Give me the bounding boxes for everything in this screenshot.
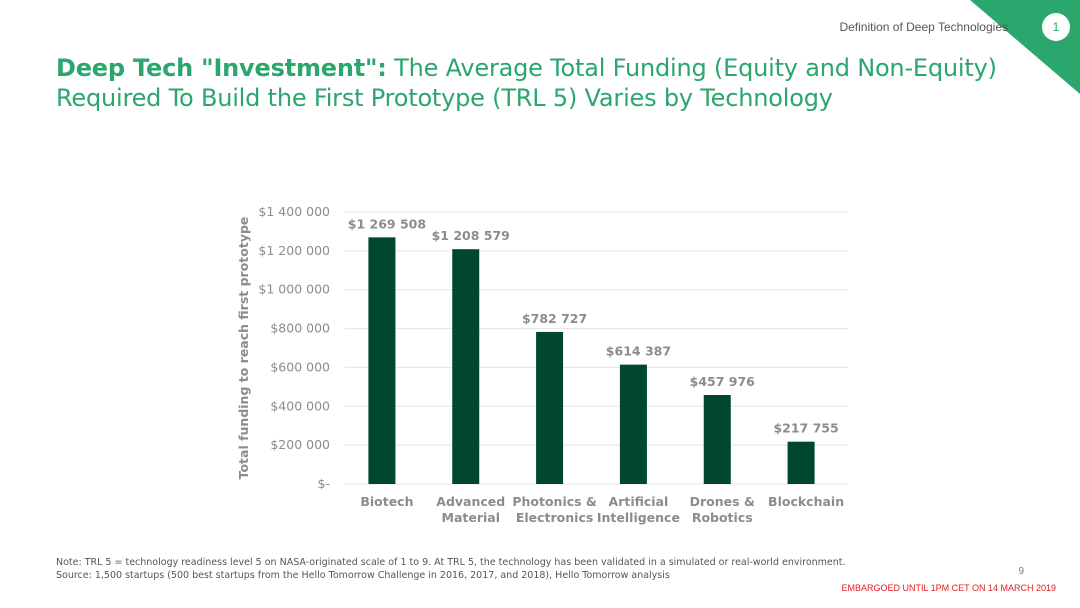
y-tick-label: $1 000 000	[258, 282, 330, 297]
data-label: $782 727	[522, 311, 587, 326]
bar	[368, 237, 396, 484]
section-label: Definition of Deep Technologies	[839, 20, 1008, 34]
footnote-note: Note: TRL 5 = technology readiness level…	[56, 557, 846, 568]
embargo-notice: EMBARGOED UNTIL 1PM CET ON 14 MARCH 2019	[841, 583, 1056, 593]
x-tick-label: Intelligence	[597, 510, 680, 525]
footnote-source: Source: 1,500 startups (500 best startup…	[56, 570, 670, 581]
y-tick-label: $1 400 000	[258, 204, 330, 219]
data-label: $1 269 508	[348, 216, 426, 231]
x-tick-label: Blockchain	[768, 494, 844, 509]
data-label: $217 755	[773, 421, 838, 436]
y-tick-label: $1 200 000	[258, 243, 330, 258]
y-tick-label: $400 000	[270, 398, 330, 413]
title-rest: The Average Total Funding (Equity and No…	[56, 54, 997, 112]
data-label: $614 387	[606, 344, 671, 359]
footnote: Note: TRL 5 = technology readiness level…	[56, 556, 846, 582]
bar	[787, 441, 815, 484]
bar	[536, 331, 564, 484]
section-number-badge: 1	[1042, 13, 1070, 41]
x-tick-label: Biotech	[360, 494, 413, 509]
y-tick-label: $800 000	[270, 321, 330, 336]
x-tick-label: Material	[442, 510, 501, 525]
y-tick-label: $200 000	[270, 437, 330, 452]
x-tick-label: Advanced	[436, 494, 505, 509]
y-axis-label: Total funding to reach first prototype	[236, 217, 251, 480]
page-number: 9	[1018, 566, 1024, 577]
page-title: Deep Tech "Investment": The Average Tota…	[56, 53, 1016, 113]
data-label: $457 976	[690, 374, 756, 389]
x-tick-label: Robotics	[692, 510, 753, 525]
bar	[703, 395, 731, 484]
x-tick-label: Artificial	[609, 494, 669, 509]
x-tick-label: Drones &	[690, 494, 755, 509]
x-tick-label: Photonics &	[512, 494, 597, 509]
bar	[452, 249, 480, 484]
x-tick-label: Electronics	[516, 510, 593, 525]
y-tick-label: $-	[318, 476, 330, 491]
data-label: $1 208 579	[432, 228, 510, 243]
title-emphasis: Deep Tech "Investment":	[56, 54, 387, 82]
bar	[619, 364, 647, 484]
y-tick-label: $600 000	[270, 359, 330, 374]
